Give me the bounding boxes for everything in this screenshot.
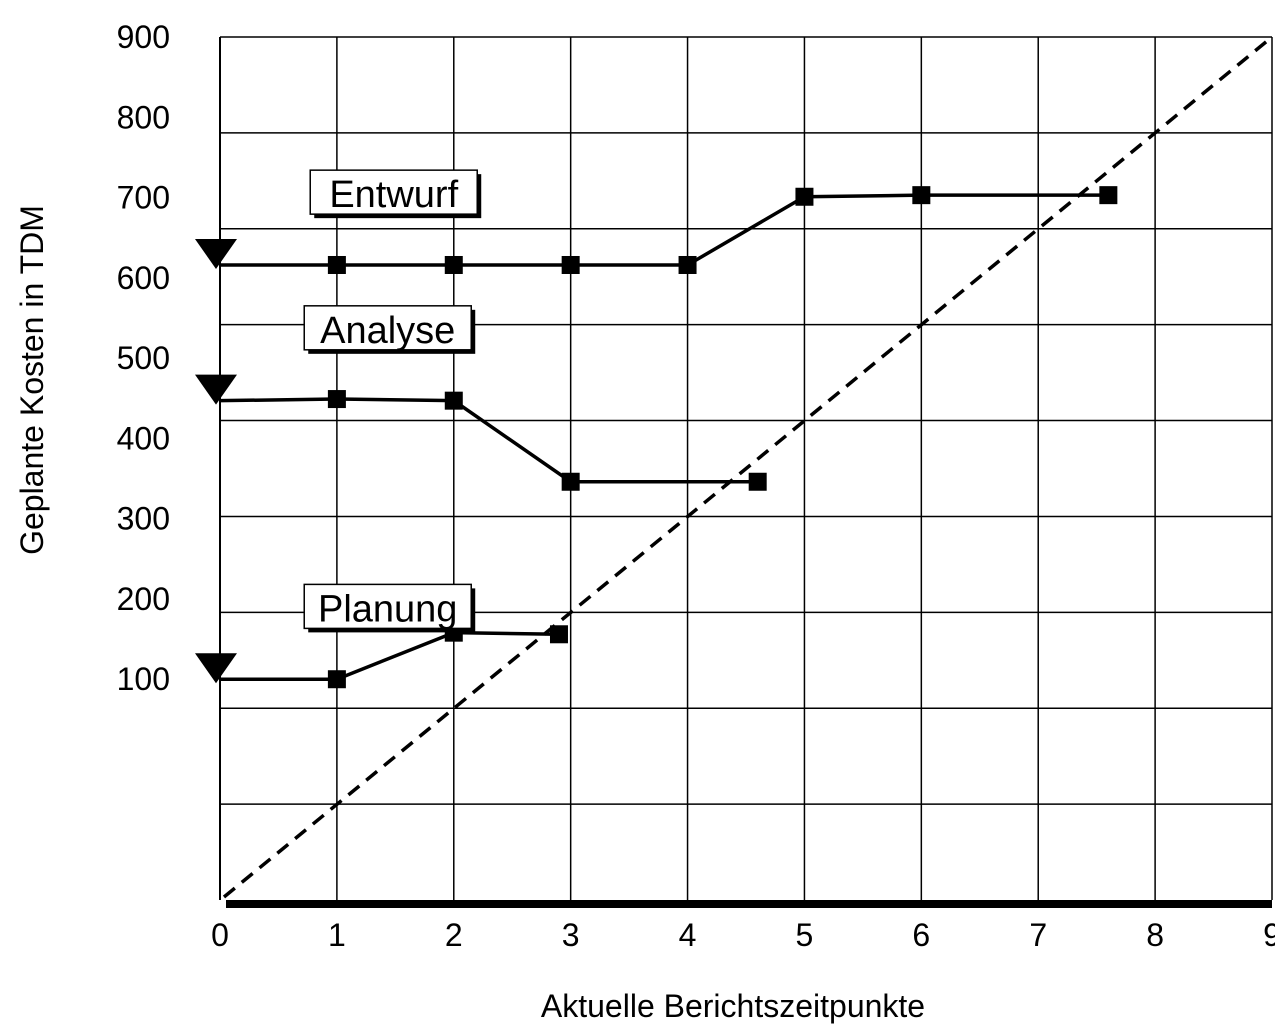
- axes: [219, 37, 1272, 908]
- reference-line-dashed: [222, 35, 1274, 899]
- series-label-box: Entwurf: [309, 169, 482, 219]
- y-tick-label: 400: [117, 420, 170, 456]
- series-line: [220, 193, 1109, 267]
- series-entwurf: Entwurf: [195, 169, 1118, 274]
- start-marker-triangle: [195, 238, 237, 269]
- data-point-marker: [1099, 186, 1118, 205]
- y-tick-label: 200: [117, 581, 170, 617]
- series-analyse: Analyse: [195, 305, 767, 491]
- x-tick-label: 2: [445, 917, 463, 953]
- y-tick-label: 100: [117, 661, 170, 697]
- y-tick-label: 700: [117, 180, 170, 216]
- label-box-frame: [309, 169, 478, 215]
- series-label-box: Planung: [303, 583, 476, 633]
- x-tick-label: 9: [1263, 917, 1275, 953]
- x-tick-label: 6: [912, 917, 930, 953]
- series-label: Planung: [318, 588, 457, 630]
- y-tick-label: 600: [117, 260, 170, 296]
- data-point-marker: [912, 186, 931, 205]
- tick-labels: 0 1 2 3 4 5 6 7 8 9 100 200 300 400 500 600 700 800 900: [117, 19, 1275, 953]
- start-marker-triangle: [195, 653, 237, 684]
- y-tick-label: 800: [117, 99, 170, 135]
- start-marker-triangle: [195, 374, 237, 405]
- series-label: Entwurf: [329, 174, 458, 216]
- data-point-marker: [561, 255, 580, 274]
- series-group: Entwurf Analyse Planung: [195, 169, 1118, 689]
- series-label: Analyse: [320, 310, 455, 352]
- data-point-marker: [327, 255, 346, 274]
- y-tick-label: 900: [117, 19, 170, 55]
- reference-line: [222, 35, 1274, 899]
- series-planung: Planung: [195, 583, 568, 689]
- label-box-frame: [303, 305, 472, 351]
- label-box-frame: [303, 583, 472, 630]
- y-axis-title: Geplante Kosten in TDM: [14, 205, 50, 555]
- x-axis-title: Aktuelle Berichtszeitpunkte: [541, 988, 925, 1024]
- x-tick-label: 3: [562, 917, 580, 953]
- data-point-marker: [444, 255, 463, 274]
- series-label-box: Analyse: [303, 305, 476, 354]
- x-tick-label: 8: [1146, 917, 1164, 953]
- series-line: [220, 630, 560, 681]
- data-point-marker: [327, 390, 346, 409]
- x-tick-label: 7: [1029, 917, 1047, 953]
- series-line: [219, 397, 758, 484]
- data-point-marker: [678, 255, 697, 274]
- data-point-marker: [561, 472, 580, 491]
- data-point-marker: [748, 472, 767, 491]
- x-tick-label: 5: [796, 917, 814, 953]
- data-point-marker: [549, 625, 568, 644]
- x-tick-label: 0: [211, 917, 229, 953]
- y-tick-label: 500: [117, 340, 170, 376]
- data-point-marker: [795, 187, 814, 206]
- y-tick-label: 300: [117, 501, 170, 537]
- x-tick-label: 1: [328, 917, 346, 953]
- data-point-marker: [444, 391, 463, 410]
- x-tick-label: 4: [679, 917, 697, 953]
- data-point-marker: [327, 670, 346, 689]
